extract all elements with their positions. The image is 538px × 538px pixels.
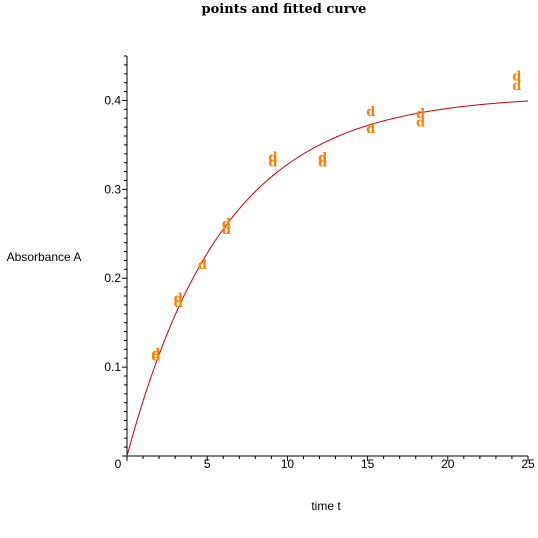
data-point: d — [198, 258, 207, 273]
data-point: d — [268, 150, 277, 165]
x-tick-label: 25 — [521, 457, 535, 471]
data-point: d — [366, 122, 375, 137]
data-point: d — [512, 69, 521, 84]
data-point: d — [512, 79, 521, 94]
data-point: d — [222, 223, 231, 238]
data-point: d — [174, 296, 183, 311]
x-tick-label: 10 — [281, 457, 295, 471]
x-axis: 0 5 10 15 20 25 — [115, 455, 535, 471]
y-tick-label: 0.2 — [104, 271, 121, 285]
y-ticks: 0.1 0.2 0.3 0.4 — [104, 55, 127, 457]
data-point: d — [416, 116, 425, 131]
y-axis: 0.1 0.2 0.3 0.4 — [104, 55, 128, 457]
y-tick-label: 0.1 — [104, 360, 121, 374]
y-axis-label: Absorbance A — [7, 250, 82, 264]
data-point: d — [366, 105, 375, 120]
x-axis-label: time t — [311, 499, 341, 513]
x-tick-label: 0 — [115, 457, 122, 471]
x-tick-label: 15 — [361, 457, 375, 471]
data-point: d — [268, 156, 277, 171]
data-point: d — [318, 156, 327, 171]
fitted-curve — [126, 100, 529, 457]
chart-title: points and fitted curve — [202, 2, 367, 17]
data-point: d — [416, 107, 425, 122]
x-tick-label: 5 — [204, 457, 211, 471]
x-tick-label: 20 — [441, 457, 455, 471]
y-tick-label: 0.4 — [104, 93, 121, 107]
y-tick-label: 0.3 — [104, 182, 121, 196]
x-ticks: 0 5 10 15 20 25 — [115, 456, 535, 471]
data-point: d — [151, 349, 160, 364]
data-point: d — [151, 347, 160, 362]
data-point: d — [318, 151, 327, 166]
data-point: d — [174, 292, 183, 307]
data-point: d — [222, 217, 231, 232]
